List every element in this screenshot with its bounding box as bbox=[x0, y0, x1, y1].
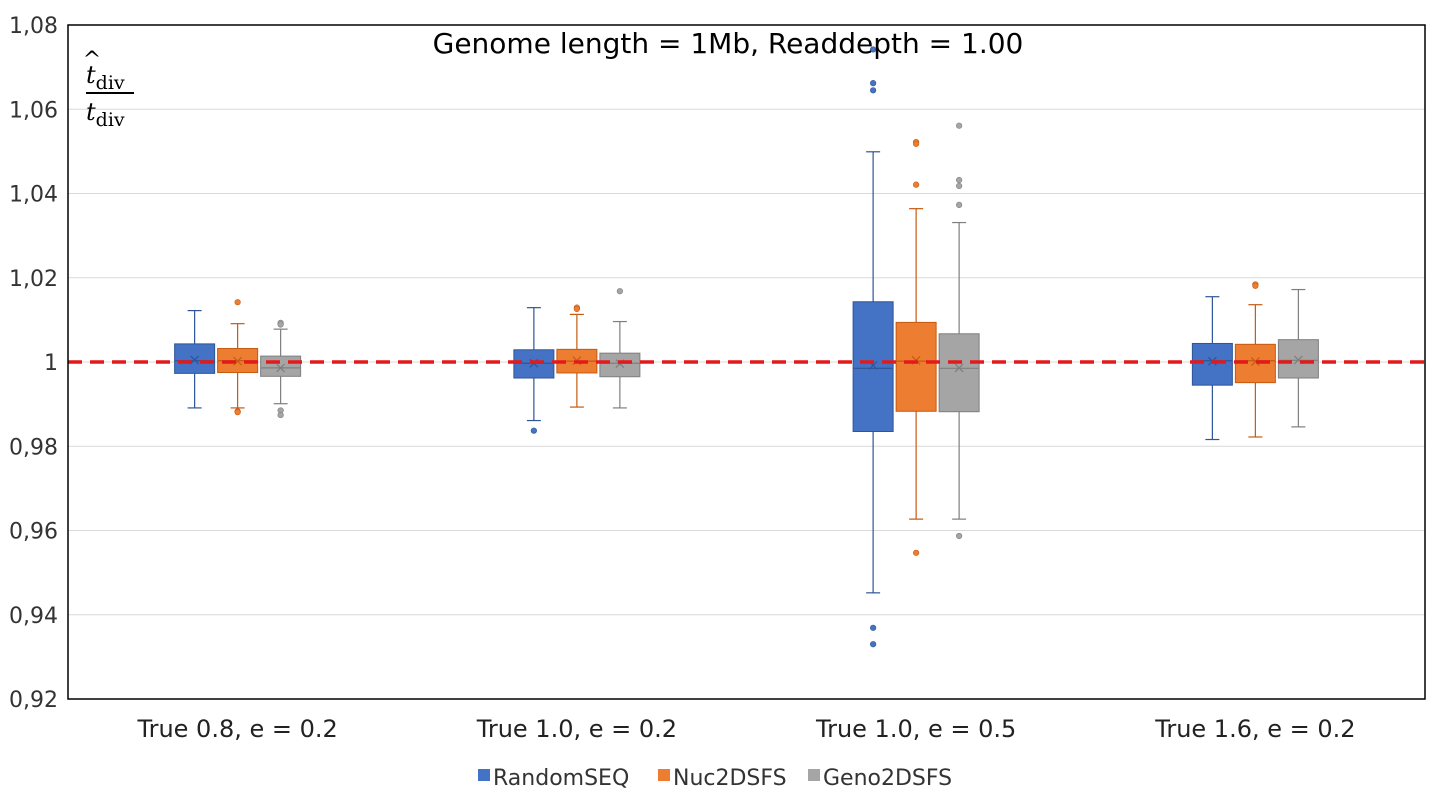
outlier-point bbox=[913, 140, 920, 147]
legend-item-nuc2dsfs: Nuc2DSFS bbox=[658, 766, 787, 791]
outlier-point bbox=[913, 549, 920, 556]
plot-area-border bbox=[67, 24, 1426, 700]
outlier-point bbox=[870, 641, 877, 648]
outlier-point bbox=[1252, 282, 1259, 289]
mean-marker bbox=[276, 363, 286, 373]
outlier-point bbox=[277, 321, 284, 328]
outlier-point bbox=[234, 299, 241, 306]
y-axis-tick-labels: 0,92 0,94 0,96 0,98 1 1,02 1,04 1,06 1,08 bbox=[9, 14, 58, 713]
mean-marker bbox=[1250, 357, 1260, 367]
y-axis-label-numerator-subscript: div bbox=[96, 72, 125, 94]
y-tick-label: 1,02 bbox=[9, 267, 58, 292]
outlier-point bbox=[870, 80, 877, 87]
outlier-point bbox=[870, 87, 877, 94]
outlier-point bbox=[956, 182, 963, 190]
outlier-point bbox=[956, 176, 963, 184]
outlier-point bbox=[956, 122, 963, 129]
box-randomseq bbox=[513, 307, 555, 434]
y-axis-label-numerator-hat: ^ bbox=[83, 48, 101, 73]
box-iqr bbox=[599, 352, 641, 378]
outlier-point bbox=[573, 305, 580, 313]
boxes bbox=[174, 46, 1319, 648]
legend-swatch bbox=[478, 769, 490, 781]
outlier-point bbox=[530, 427, 537, 434]
box-iqr bbox=[852, 301, 894, 433]
legend-swatch bbox=[658, 769, 670, 781]
legend-label: Nuc2DSFS bbox=[673, 766, 787, 791]
box-iqr bbox=[513, 349, 555, 379]
x-category-label: True 1.0, e = 0.2 bbox=[476, 715, 677, 743]
box-iqr bbox=[260, 355, 302, 377]
chart-title: Genome length = 1Mb, Readdepth = 1.00 bbox=[433, 27, 1024, 60]
y-tick-label: 0,94 bbox=[9, 604, 58, 629]
outlier-point bbox=[956, 532, 963, 540]
legend-swatch bbox=[808, 769, 820, 781]
outlier-point bbox=[234, 409, 241, 416]
box-geno2dsfs bbox=[938, 122, 980, 540]
box-iqr bbox=[938, 333, 980, 413]
y-tick-label: 1 bbox=[44, 351, 58, 376]
y-tick-label: 0,92 bbox=[9, 688, 58, 713]
y-axis-label: ^ tdiv tdiv bbox=[83, 48, 134, 131]
legend-item-randomseq: RandomSEQ bbox=[478, 766, 629, 791]
outlier-point bbox=[870, 46, 877, 53]
y-tick-label: 1,08 bbox=[9, 14, 58, 39]
legend-label: RandomSEQ bbox=[493, 766, 629, 791]
y-tick-label: 1,04 bbox=[9, 183, 58, 208]
outlier-point bbox=[616, 288, 623, 295]
box-nuc2dsfs bbox=[895, 139, 937, 556]
x-category-label: True 0.8, e = 0.2 bbox=[136, 715, 337, 743]
y-axis-label-denominator: tdiv bbox=[86, 98, 125, 131]
box-geno2dsfs bbox=[1277, 288, 1319, 428]
box-randomseq bbox=[852, 46, 894, 648]
box-iqr bbox=[895, 321, 937, 412]
y-axis-label-denominator-subscript: div bbox=[96, 109, 125, 131]
y-axis-label-numerator-base: t bbox=[86, 61, 96, 89]
outlier-point bbox=[956, 201, 963, 208]
y-axis-label-numerator: tdiv bbox=[86, 61, 125, 94]
legend-label: Geno2DSFS bbox=[823, 766, 952, 791]
legend: RandomSEQ Nuc2DSFS Geno2DSFS bbox=[478, 766, 952, 791]
x-category-label: True 1.6, e = 0.2 bbox=[1154, 715, 1355, 743]
legend-item-geno2dsfs: Geno2DSFS bbox=[808, 766, 952, 791]
y-tick-label: 1,06 bbox=[9, 98, 58, 123]
outlier-point bbox=[913, 181, 920, 188]
box-randomseq bbox=[174, 310, 216, 409]
box-geno2dsfs bbox=[599, 288, 641, 409]
x-category-label: True 1.0, e = 0.5 bbox=[815, 715, 1016, 743]
y-tick-label: 0,96 bbox=[9, 520, 58, 545]
y-tick-label: 0,98 bbox=[9, 435, 58, 460]
y-axis-label-denominator-base: t bbox=[86, 98, 96, 126]
box-iqr bbox=[1191, 342, 1233, 386]
mean-marker bbox=[233, 356, 243, 366]
outlier-point bbox=[870, 624, 877, 631]
x-axis-category-labels: True 0.8, e = 0.2 True 1.0, e = 0.2 True 1… bbox=[136, 715, 1355, 743]
outlier-point bbox=[277, 411, 284, 419]
box-iqr bbox=[1277, 339, 1319, 379]
mean-marker bbox=[954, 363, 964, 373]
box-iqr bbox=[174, 343, 216, 374]
